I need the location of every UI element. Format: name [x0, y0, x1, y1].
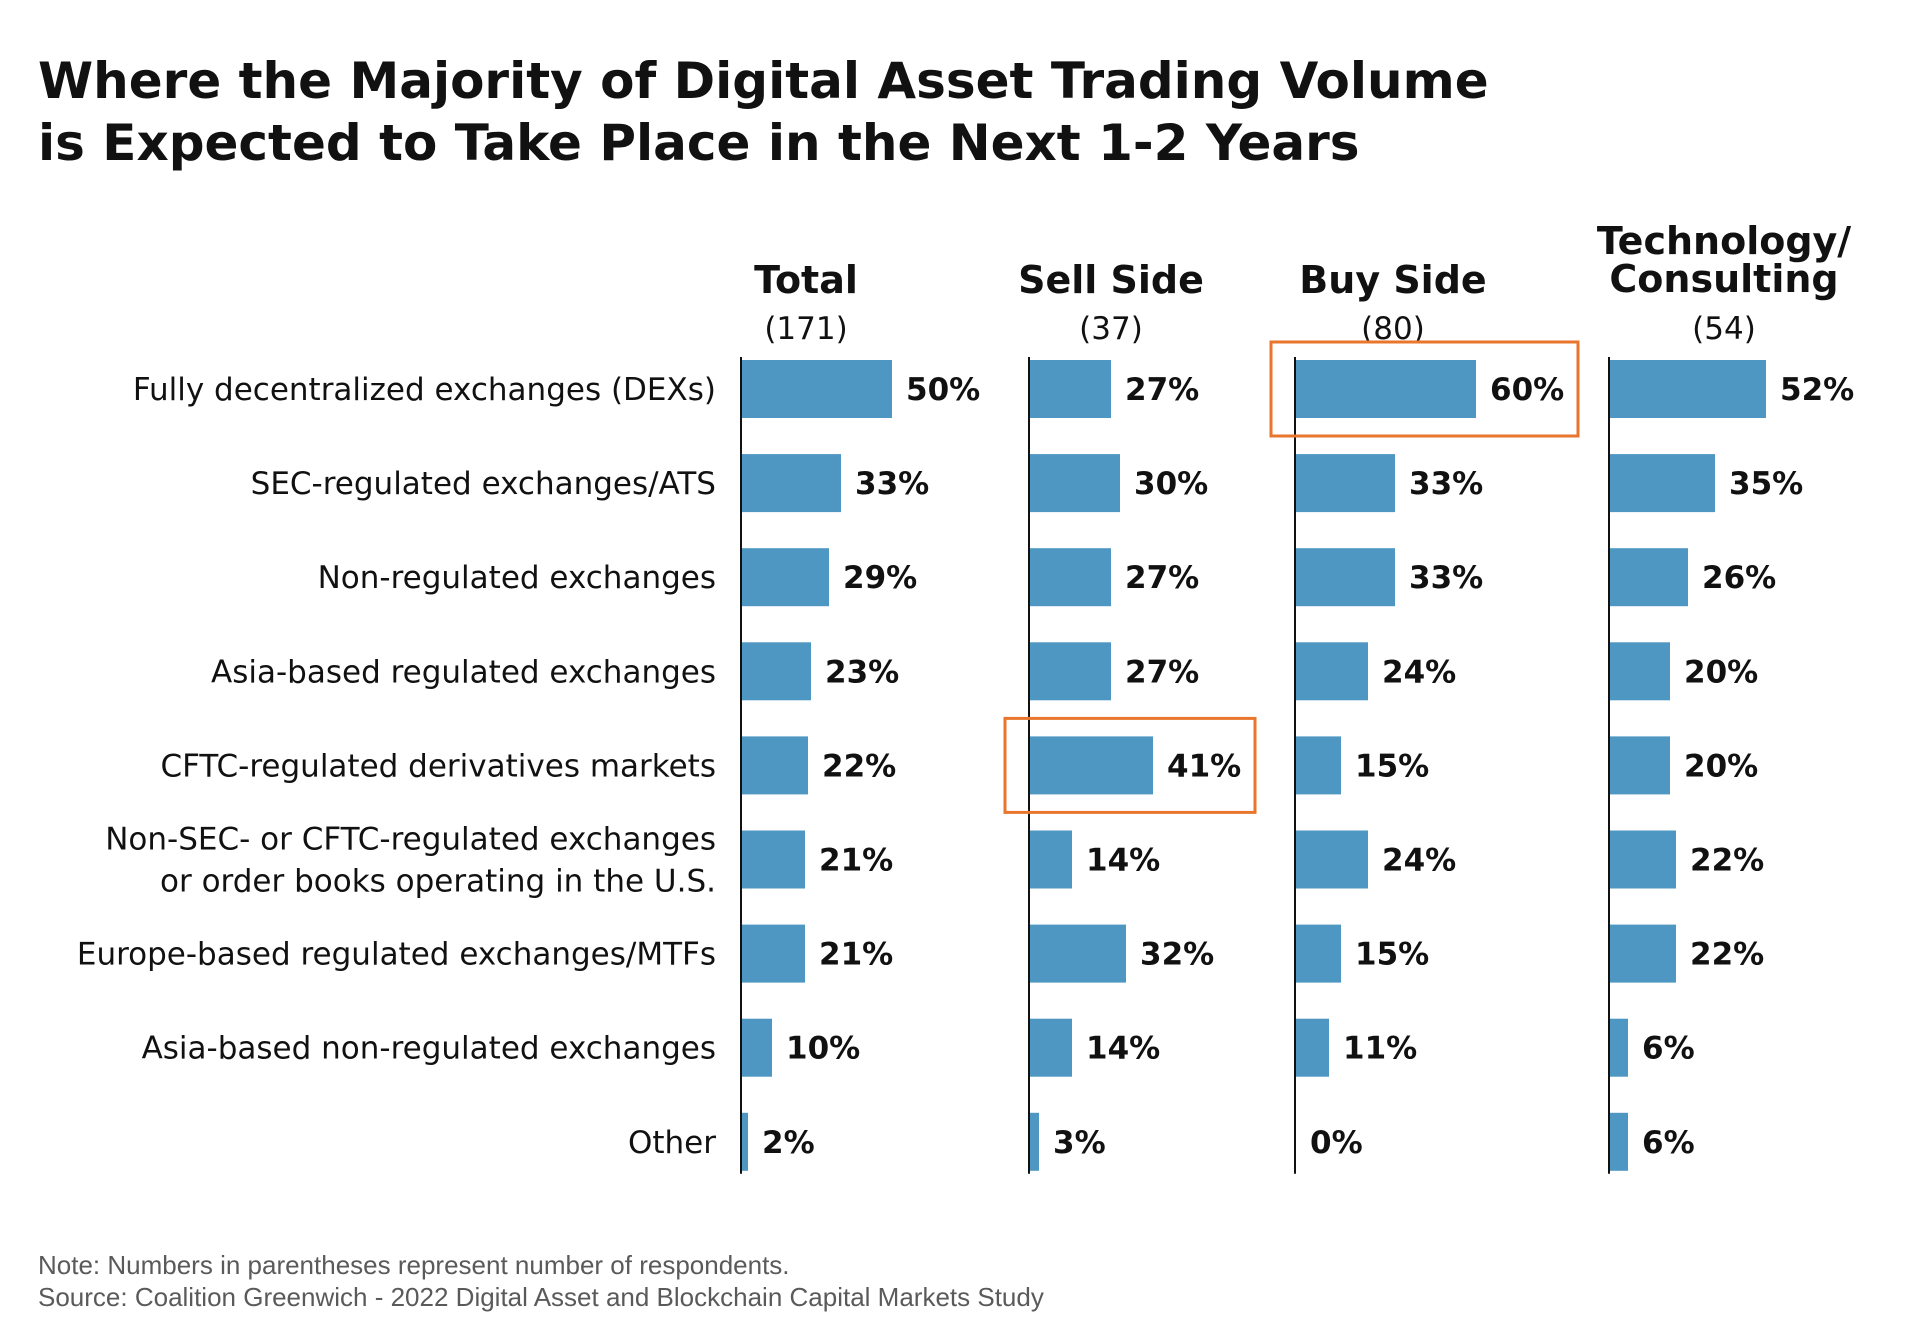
data-label: 33%	[855, 466, 929, 502]
bar	[1296, 360, 1476, 418]
chart-title-line-2: is Expected to Take Place in the Next 1-…	[38, 114, 1360, 172]
bar	[1610, 830, 1676, 889]
bar	[1610, 736, 1670, 795]
bar	[1610, 1018, 1628, 1077]
data-label: 30%	[1134, 466, 1208, 502]
bar	[1030, 736, 1153, 795]
data-label: 27%	[1125, 372, 1199, 408]
series-title: Sell Side	[1018, 258, 1204, 302]
category-label: Fully decentralized exchanges (DEXs)	[133, 372, 716, 408]
chart-title-line-1: Where the Majority of Digital Asset Trad…	[38, 52, 1489, 110]
bar	[1296, 736, 1341, 795]
bar	[742, 360, 892, 418]
footnote-source: Source: Coalition Greenwich - 2022 Digit…	[38, 1282, 1044, 1312]
bar	[1610, 1112, 1628, 1171]
bar	[742, 1112, 748, 1171]
highlight-box	[1003, 716, 1257, 814]
series-respondents: (171)	[764, 311, 847, 347]
bar	[1296, 924, 1341, 983]
data-label: 6%	[1642, 1031, 1695, 1067]
bar	[1296, 642, 1368, 701]
bar	[1030, 360, 1111, 418]
highlight-box	[1269, 340, 1580, 438]
data-label: 33%	[1409, 560, 1483, 596]
series-respondents: (54)	[1692, 311, 1756, 347]
data-label: 27%	[1125, 560, 1199, 596]
data-label: 26%	[1702, 560, 1776, 596]
data-label: 15%	[1355, 748, 1429, 784]
data-label: 15%	[1355, 937, 1429, 973]
series-title: Consulting	[1609, 257, 1838, 301]
bar	[1610, 642, 1670, 701]
data-label: 52%	[1780, 372, 1854, 408]
bar	[742, 454, 841, 513]
bar	[1296, 548, 1395, 607]
bar	[1296, 830, 1368, 889]
bar	[1030, 548, 1111, 607]
data-label: 6%	[1642, 1125, 1695, 1161]
data-label: 2%	[762, 1125, 815, 1161]
bar	[1610, 548, 1688, 607]
series-respondents: (37)	[1079, 311, 1143, 347]
bar	[1030, 924, 1126, 983]
data-label: 14%	[1086, 843, 1160, 879]
bar	[1030, 454, 1120, 513]
category-label: SEC-regulated exchanges/ATS	[251, 466, 716, 502]
bar	[742, 924, 805, 983]
series-title: Total	[754, 258, 858, 302]
footnote-note: Note: Numbers in parentheses represent n…	[38, 1250, 790, 1280]
data-label: 20%	[1684, 654, 1758, 690]
data-label: 22%	[822, 748, 896, 784]
category-label: or order books operating in the U.S.	[160, 864, 716, 900]
data-label: 11%	[1343, 1031, 1417, 1067]
bar	[742, 548, 829, 607]
category-label: Asia-based regulated exchanges	[211, 654, 716, 690]
data-label: 21%	[819, 843, 893, 879]
chart-title: Where the Majority of Digital Asset Trad…	[38, 50, 1538, 174]
bar	[1610, 924, 1676, 983]
category-label: Non-regulated exchanges	[318, 560, 716, 596]
bar	[742, 642, 811, 701]
data-label: 22%	[1690, 937, 1764, 973]
bar	[1030, 1112, 1039, 1171]
category-label: Asia-based non-regulated exchanges	[142, 1031, 716, 1067]
data-label: 23%	[825, 654, 899, 690]
data-label: 24%	[1382, 654, 1456, 690]
data-label: 29%	[843, 560, 917, 596]
data-label: 3%	[1053, 1125, 1106, 1161]
data-label: 60%	[1490, 372, 1564, 408]
data-label: 27%	[1125, 654, 1199, 690]
data-label: 41%	[1167, 748, 1241, 784]
bar	[1296, 1018, 1329, 1077]
bar	[1610, 454, 1715, 513]
bar	[1296, 454, 1395, 513]
data-label: 14%	[1086, 1031, 1160, 1067]
series-title: Technology/	[1597, 219, 1851, 263]
bar	[742, 1018, 772, 1077]
data-label: 22%	[1690, 843, 1764, 879]
bar	[1610, 360, 1766, 418]
category-label: Other	[628, 1125, 716, 1161]
data-label: 24%	[1382, 843, 1456, 879]
data-label: 20%	[1684, 748, 1758, 784]
data-label: 10%	[786, 1031, 860, 1067]
category-label: Europe-based regulated exchanges/MTFs	[77, 937, 716, 973]
series-title: Buy Side	[1299, 258, 1486, 302]
bar	[1030, 830, 1072, 889]
category-label: CFTC-regulated derivatives markets	[160, 748, 716, 784]
data-label: 21%	[819, 937, 893, 973]
data-label: 32%	[1140, 937, 1214, 973]
bar	[742, 830, 805, 889]
bar	[1030, 642, 1111, 701]
bar	[1030, 1018, 1072, 1077]
data-label: 0%	[1310, 1125, 1363, 1161]
bar	[742, 736, 808, 795]
data-label: 35%	[1729, 466, 1803, 502]
data-label: 50%	[906, 372, 980, 408]
category-label: Non-SEC- or CFTC-regulated exchanges	[105, 822, 716, 858]
data-label: 33%	[1409, 466, 1483, 502]
